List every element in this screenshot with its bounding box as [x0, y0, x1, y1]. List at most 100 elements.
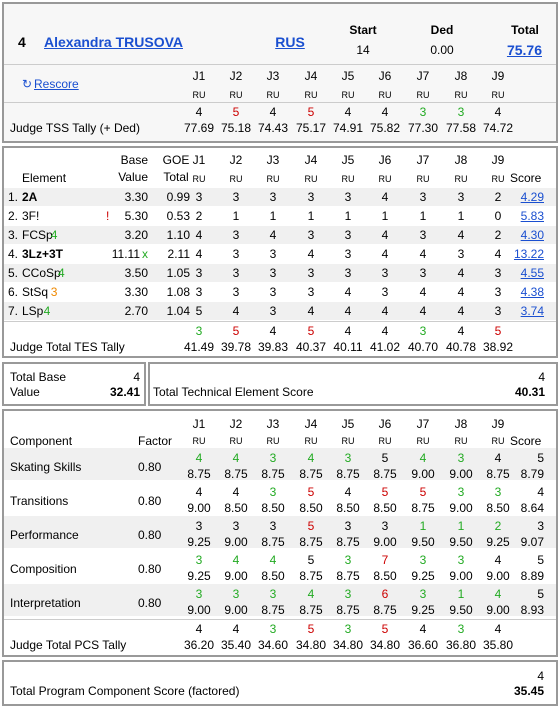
tally-value: 74.43 — [257, 121, 289, 135]
separator — [4, 619, 556, 620]
tally-label: Judge Total PCS Tally — [10, 638, 127, 652]
count: 5 — [537, 587, 544, 601]
element-score[interactable]: 4.38 — [520, 285, 544, 299]
judge-label: J2 — [229, 417, 243, 431]
judge-nation: RU — [491, 174, 505, 184]
component-name: Transitions — [10, 494, 69, 508]
components-panel — [2, 409, 558, 657]
judge-score: 8.75 — [224, 467, 248, 481]
judge-label: J1 — [192, 417, 206, 431]
row-shade — [4, 188, 556, 206]
judge-count: 3 — [344, 553, 352, 567]
element-no: 2. — [8, 209, 19, 223]
judge-goe: 3 — [195, 190, 203, 204]
element-name: 3F! — [22, 209, 40, 223]
element-score[interactable]: 13.22 — [513, 247, 544, 261]
judge-score: 9.00 — [411, 467, 435, 481]
judge-count: 3 — [269, 587, 277, 601]
judge-goe: 3 — [457, 190, 465, 204]
judge-goe: 4 — [344, 285, 352, 299]
judge-goe: 3 — [344, 228, 352, 242]
judge-count: 5 — [307, 485, 315, 499]
judge-count: 3 — [381, 519, 389, 533]
tally-value: 39.83 — [257, 340, 289, 354]
judge-count: 3 — [344, 587, 352, 601]
judge-count: 3 — [195, 587, 203, 601]
judge-goe: 2 — [195, 209, 203, 223]
judge-score: 8.50 — [224, 501, 248, 515]
judge-count: 4 — [344, 485, 352, 499]
judge-goe: 3 — [269, 304, 277, 318]
judge-label: J3 — [266, 417, 280, 431]
pcs-panel — [2, 660, 558, 706]
judge-goe: 3 — [494, 266, 502, 280]
judge-nation: RU — [266, 90, 280, 100]
nation[interactable]: RUS — [275, 34, 305, 50]
total[interactable]: 75.76 — [506, 42, 542, 58]
tally-value: 38.92 — [482, 340, 514, 354]
judge-count: 4 — [195, 485, 203, 499]
header: Score — [510, 434, 542, 448]
tally-count: 5 — [232, 324, 240, 338]
judge-score: 8.75 — [261, 535, 285, 549]
header: Value — [118, 170, 148, 184]
judge-goe: 3 — [269, 285, 277, 299]
judge-score: 8.75 — [261, 467, 285, 481]
row-shade — [4, 302, 556, 320]
separator — [4, 102, 556, 103]
row-shade — [4, 226, 556, 244]
skater-name[interactable]: Alexandra TRUSOVA — [44, 34, 183, 50]
tally-count: 4 — [269, 324, 277, 338]
judge-goe: 4 — [419, 247, 427, 261]
judge-count: 4 — [307, 587, 315, 601]
count: 5 — [537, 451, 544, 465]
element-score[interactable]: 4.30 — [520, 228, 544, 242]
element-no: 3. — [8, 228, 19, 242]
rescore[interactable]: Rescore — [34, 77, 79, 91]
tally-value: 75.18 — [220, 121, 252, 135]
element-name: StSq — [22, 285, 49, 299]
judge-count: 5 — [381, 451, 389, 465]
goe: 1.10 — [166, 228, 190, 242]
judge-goe: 3 — [494, 304, 502, 318]
tally-value: 77.58 — [445, 121, 477, 135]
tally-value: 74.72 — [482, 121, 514, 135]
tally-value: 74.91 — [332, 121, 364, 135]
judge-goe: 3 — [232, 190, 240, 204]
judge-score: 8.75 — [299, 467, 323, 481]
element-flag: ! — [106, 209, 110, 223]
judge-goe: 3 — [344, 247, 352, 261]
judge-nation: RU — [341, 174, 355, 184]
element-score[interactable]: 4.29 — [520, 190, 544, 204]
judge-count: 3 — [232, 587, 240, 601]
judge-count: 3 — [195, 553, 203, 567]
judge-count: 3 — [494, 485, 502, 499]
judge-count: 4 — [494, 553, 502, 567]
judge-goe: 0 — [494, 209, 502, 223]
judge-label: J9 — [491, 153, 505, 167]
rescore-icon: ↻ — [22, 77, 33, 91]
element-score[interactable]: 3.74 — [520, 304, 544, 318]
judge-label: J1 — [192, 69, 206, 83]
judge-score: 8.75 — [336, 603, 360, 617]
tally-label: Judge TSS Tally (+ Ded) — [10, 121, 140, 135]
judge-count: 3 — [195, 519, 203, 533]
judge-score: 9.00 — [224, 569, 248, 583]
judge-count: 3 — [457, 485, 465, 499]
row-shade — [4, 448, 556, 480]
element-score[interactable]: 5.83 — [520, 209, 544, 223]
component-score: 8.64 — [520, 501, 544, 515]
element-score[interactable]: 4.55 — [520, 266, 544, 280]
judge-label: J4 — [304, 69, 318, 83]
judge-nation: RU — [416, 90, 430, 100]
judge-count: 4 — [232, 451, 240, 465]
judge-goe: 4 — [232, 304, 240, 318]
judge-goe: 3 — [195, 266, 203, 280]
judge-goe: 4 — [381, 190, 389, 204]
factor: 0.80 — [138, 494, 162, 508]
judge-score: 8.75 — [336, 569, 360, 583]
judge-label: J5 — [341, 417, 355, 431]
judge-goe: 3 — [344, 190, 352, 204]
judge-goe: 1 — [344, 209, 352, 223]
judge-nation: RU — [454, 174, 468, 184]
